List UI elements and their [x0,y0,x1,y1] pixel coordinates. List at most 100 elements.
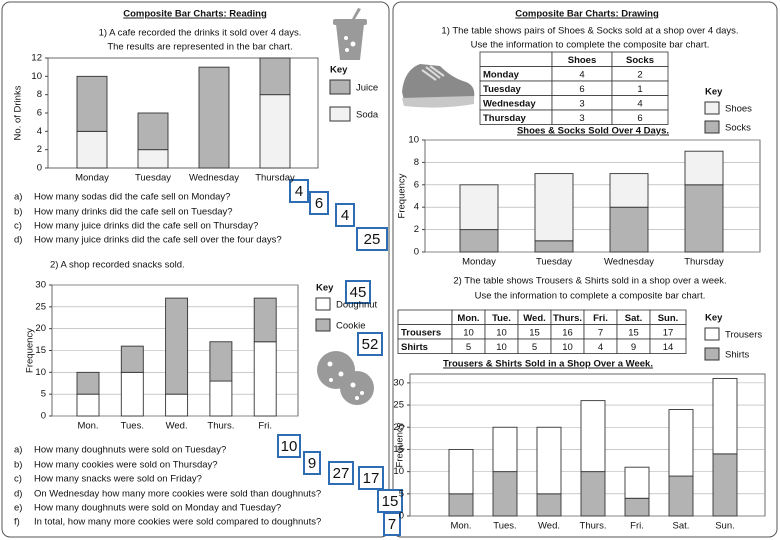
y-tick-label: 0 [41,411,46,422]
y-tick-label: 4 [414,202,419,213]
instruction: 2) The table shows Trousers & Shirts sol… [453,276,726,287]
table-value: 15 [529,327,540,338]
instruction: 1) The table shows pairs of Shoes & Sock… [441,26,738,37]
bar-segment [253,297,277,343]
bar-segment [165,297,189,395]
x-tick-label: Mon. [450,521,471,532]
bar-segment [668,475,694,517]
legend-title: Key [705,87,723,98]
bar-segment [76,371,100,395]
table-value: 4 [598,342,603,353]
table-cell [397,309,453,325]
table-value: 5 [466,342,471,353]
right-panel [392,1,778,538]
question-text: How many doughnuts were sold on Tuesday? [34,445,226,456]
y-tick-label: 0 [399,511,404,522]
answer: 4 [295,183,303,200]
answer: 10 [281,438,298,455]
table-value: 3 [579,113,584,124]
table-value: 3 [579,98,584,109]
y-tick-label: 30 [35,280,46,291]
x-tick-label: Tuesday [536,257,572,268]
answer-box [356,227,388,251]
legend-label: Shoes [725,104,752,115]
bar-segment [536,426,562,495]
question-label: b) [14,207,22,218]
question-text: How many sodas did the cafe sell on Mond… [34,192,230,203]
column-header: Socks [626,55,654,66]
y-tick-label: 4 [37,126,42,137]
question-label: d) [14,489,22,500]
x-tick-label: Thursday [255,173,295,184]
instruction: The results are represented in the bar c… [107,42,292,53]
legend-swatch [704,101,720,115]
bar-segment [76,393,100,417]
instruction: 2) A shop recorded snacks sold. [50,260,185,271]
x-tick-label: Tuesday [135,173,171,184]
legend-title: Key [330,65,348,76]
y-tick-label: 0 [37,163,42,174]
answer: 7 [388,516,396,533]
y-tick-label: 10 [35,367,46,378]
answer-box [358,466,384,490]
x-tick-label: Wednesday [604,257,654,268]
answer-box [383,512,401,536]
x-tick-label: Monday [75,173,109,184]
answer-box [289,179,309,203]
x-tick-label: Sun. [715,521,735,532]
bar-segment [624,497,650,517]
answer: 4 [341,207,349,224]
answer: 27 [333,465,350,482]
bar-segment [259,57,291,96]
bar-segment [459,184,499,231]
legend-swatch [704,347,720,361]
legend-label: Trousers [725,330,762,341]
bar-segment [492,471,518,517]
bar-segment [684,184,724,253]
bar-segment [609,206,649,253]
table-value: 17 [663,327,674,338]
question-text: How many snacks were sold on Friday? [34,474,202,485]
y-tick-label: 15 [393,444,404,455]
x-tick-label: Tues. [493,521,516,532]
x-tick-label: Wed. [166,421,188,432]
table-value: 16 [562,327,573,338]
table-value: 6 [579,84,584,95]
question-text: How many juice drinks did the cafe sell … [34,235,282,246]
legend-label: Soda [356,110,379,121]
y-tick-label: 2 [414,224,419,235]
x-tick-label: Fri. [630,521,644,532]
x-tick-label: Thurs. [207,421,234,432]
bar-segment [534,173,574,242]
answer: 25 [364,231,381,248]
bar-segment [536,493,562,517]
row-label: Trousers [401,327,441,338]
shoe-icon [402,64,475,108]
answer: 6 [315,195,323,212]
column-header: Shoes [568,55,597,66]
bar-segment [198,66,230,169]
x-tick-label: Mon. [77,421,98,432]
table-value: 4 [637,98,642,109]
question-label: c) [14,221,22,232]
cookie-icon [317,351,374,405]
cup-icon [333,8,367,60]
question-label: b) [14,460,22,471]
table-value: 10 [562,342,573,353]
column-header: Tue. [492,313,511,324]
y-tick-label: 6 [414,179,419,190]
question-label: a) [14,192,22,203]
table-value: 1 [637,84,642,95]
answer: 9 [308,455,316,472]
legend-title: Key [316,283,334,294]
bar-segment [580,471,606,517]
y-tick-label: 15 [35,345,46,356]
question-label: e) [14,503,22,514]
x-tick-label: Thursday [684,257,724,268]
legend-label: Socks [725,123,751,134]
column-header: Fri. [593,313,608,324]
column-header: Sat. [625,313,642,324]
legend-swatch [704,327,720,341]
answer-box [277,434,301,458]
